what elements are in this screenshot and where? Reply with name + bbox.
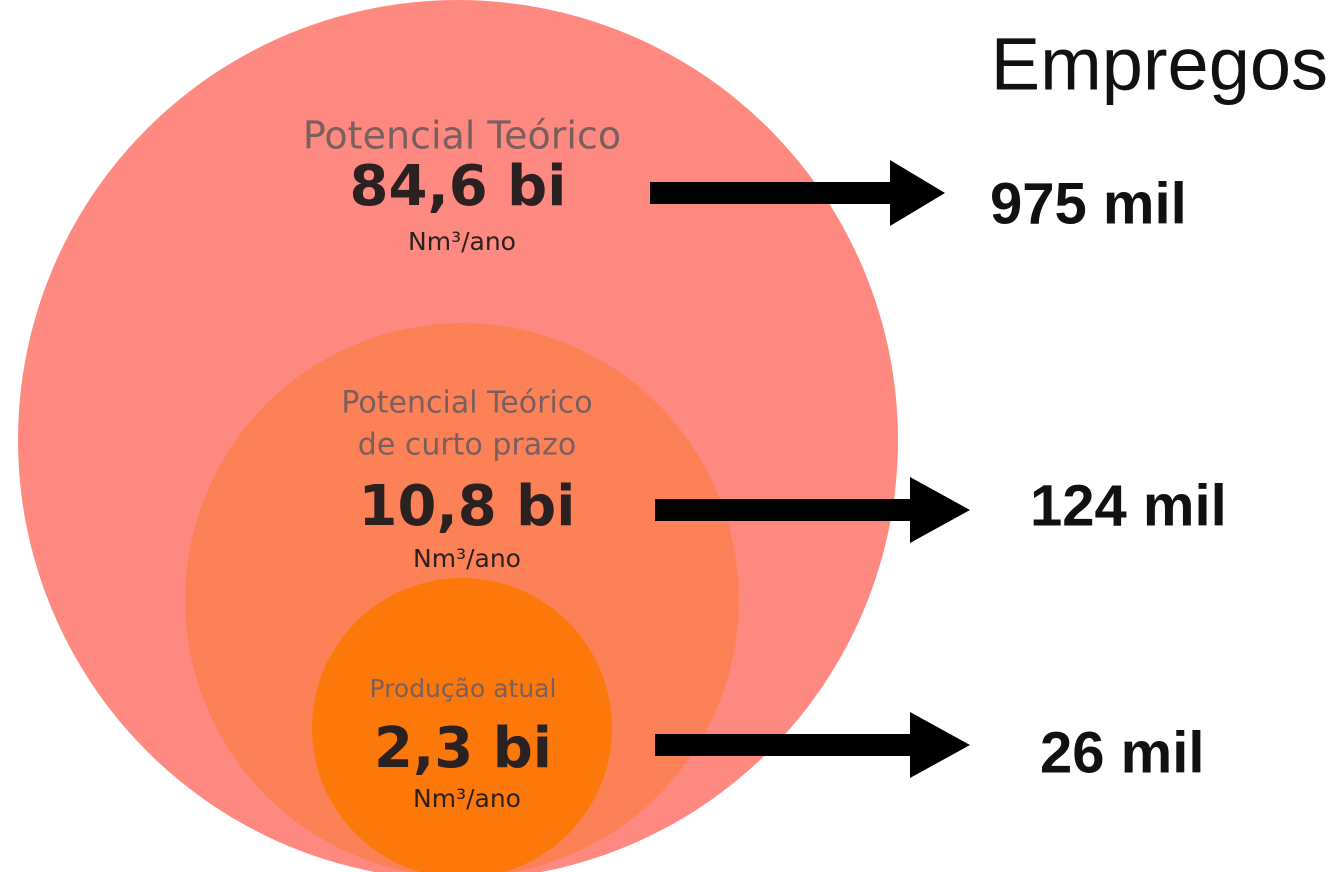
level-label: Produção atual (370, 674, 557, 703)
title: Empregos (991, 23, 1328, 106)
arrow (655, 477, 970, 543)
level-value: 2,3 bi (374, 716, 552, 781)
jobs-value: 975 mil (990, 171, 1187, 236)
jobs-value: 124 mil (1030, 473, 1227, 538)
level-label: de curto prazo (358, 428, 576, 463)
level-value: 10,8 bi (359, 474, 576, 539)
level-value: 84,6 bi (350, 154, 567, 219)
level-unit: Nm³/ano (413, 544, 521, 573)
inner-circle (312, 578, 612, 872)
arrow (650, 160, 945, 226)
level-unit: Nm³/ano (408, 227, 516, 256)
arrow (655, 712, 970, 778)
level-unit: Nm³/ano (413, 784, 521, 813)
jobs-value: 26 mil (1040, 720, 1204, 785)
level-label: Potencial Teórico (303, 114, 621, 158)
level-label: Potencial Teórico (341, 386, 592, 421)
